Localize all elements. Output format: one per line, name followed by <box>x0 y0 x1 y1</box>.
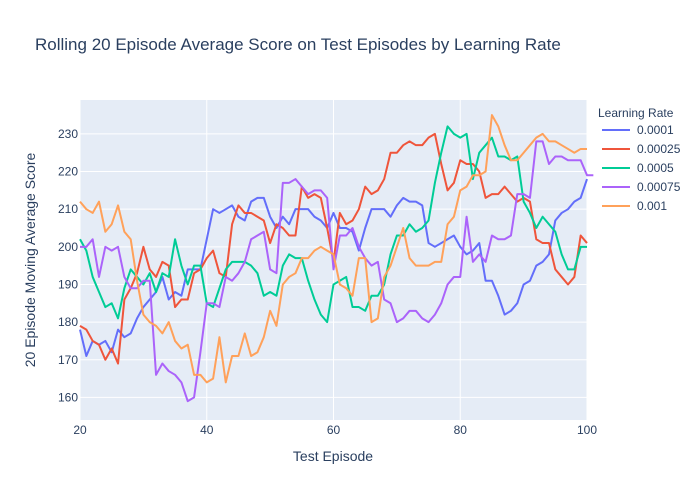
y-tick-label: 200 <box>58 240 78 254</box>
legend-item-label: 0.00075 <box>637 180 681 194</box>
legend-item-label: 0.0001 <box>637 123 674 137</box>
y-tick-labels: 160 170 180 190 200 210 220 230 <box>58 127 78 405</box>
y-tick-label: 180 <box>58 315 78 329</box>
series-line-0.00075 <box>80 140 594 403</box>
legend-item-label: 0.001 <box>637 199 667 213</box>
x-tick-label: 40 <box>200 423 214 437</box>
x-tick-label: 60 <box>327 423 341 437</box>
y-tick-label: 160 <box>58 390 78 404</box>
y-tick-label: 230 <box>58 127 78 141</box>
y-tick-label: 220 <box>58 165 78 179</box>
chart-title: Rolling 20 Episode Average Score on Test… <box>35 35 561 54</box>
legend-title: Learning Rate <box>598 106 674 120</box>
x-tick-label: 80 <box>454 423 468 437</box>
legend-item-label: 0.00025 <box>637 142 681 156</box>
x-tick-labels: 20 40 60 80 100 <box>73 423 597 437</box>
series-line-0.0005 <box>79 125 587 324</box>
series-line-0.001 <box>79 114 587 384</box>
y-axis-title: 20 Episode Moving Average Score <box>22 153 38 368</box>
x-tick-label: 100 <box>577 423 597 437</box>
series-lines <box>79 114 594 403</box>
x-axis-title: Test Episode <box>293 448 373 464</box>
y-tick-label: 170 <box>58 353 78 367</box>
gridlines <box>79 100 588 420</box>
legend: Learning Rate 0.0001 0.00025 0.0005 0.00075… <box>598 106 681 213</box>
legend-item-label: 0.0005 <box>637 161 674 175</box>
x-tick-label: 20 <box>73 423 87 437</box>
y-tick-label: 210 <box>58 202 78 216</box>
y-tick-label: 190 <box>58 277 78 291</box>
series-line-0.0001 <box>79 178 588 357</box>
